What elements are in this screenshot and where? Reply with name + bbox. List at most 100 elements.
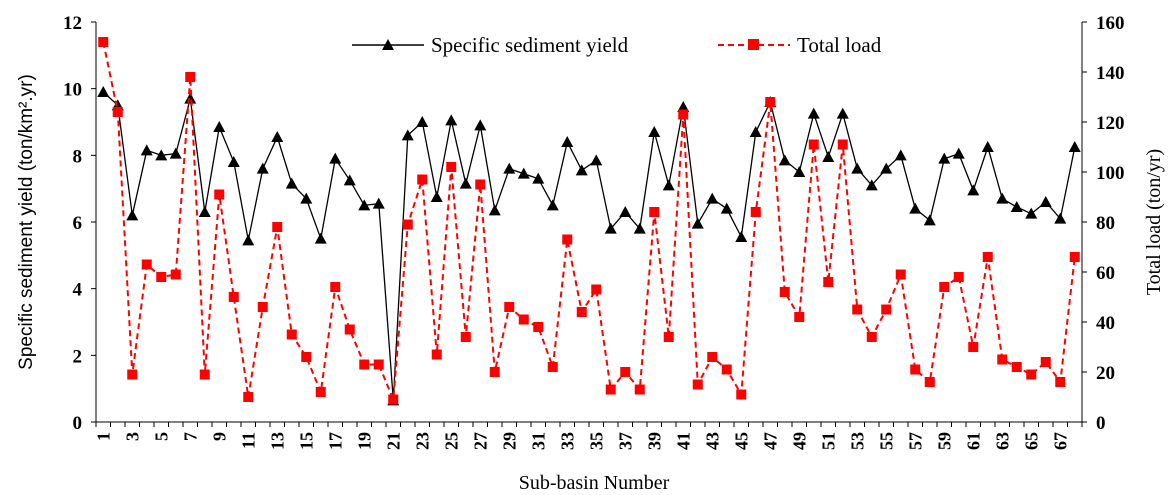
x-tick-label: 5 xyxy=(151,432,171,441)
legend-label-load: Total load xyxy=(797,33,882,57)
data-point-triangle xyxy=(155,149,168,161)
data-point-triangle xyxy=(169,147,182,159)
data-point-triangle xyxy=(285,177,298,189)
x-tick-label: 15 xyxy=(296,432,316,450)
data-point-square xyxy=(823,277,834,287)
data-point-triangle xyxy=(662,179,675,191)
data-point-triangle xyxy=(140,144,153,156)
data-point-square xyxy=(170,269,181,280)
right-tick-label: 60 xyxy=(1096,263,1115,284)
data-point-triangle xyxy=(546,199,559,211)
data-point-square xyxy=(576,307,587,317)
data-point-square xyxy=(562,234,573,245)
right-tick-label: 120 xyxy=(1096,113,1125,134)
data-point-square xyxy=(1069,252,1080,262)
x-tick-label: 19 xyxy=(354,432,374,450)
data-point-square xyxy=(315,387,326,397)
data-point-triangle xyxy=(590,154,603,166)
data-point-square xyxy=(692,379,703,390)
data-point-triangle xyxy=(952,147,965,159)
series-line xyxy=(102,91,1076,401)
data-point-square xyxy=(518,314,529,325)
x-axis-ticks: 1 3 5 7 9 11 13 15 17 19 21 23 25 27 29 31 33 35 37 39 41 43 4… xyxy=(93,422,1083,450)
data-point-triangle xyxy=(793,166,806,177)
data-point-triangle xyxy=(401,129,414,141)
data-point-square xyxy=(924,377,935,387)
data-point-square xyxy=(185,72,196,82)
left-axis-title: Specific sediment yield (ton/km².yr) xyxy=(16,74,37,370)
data-point-triangle xyxy=(735,231,748,242)
x-tick-label: 53 xyxy=(847,432,867,450)
left-axis-ticks: 0 2 4 6 8 10 12 xyxy=(63,13,96,434)
data-point-square xyxy=(214,189,225,200)
data-point-square xyxy=(721,364,732,375)
right-axis-title: Total load (ton/yr) xyxy=(1143,149,1165,295)
data-point-triangle xyxy=(532,172,545,184)
data-point-triangle xyxy=(227,156,240,167)
data-point-square xyxy=(286,329,297,340)
left-tick-label: 10 xyxy=(63,80,82,101)
right-tick-label: 100 xyxy=(1096,163,1125,184)
data-point-square xyxy=(272,222,283,232)
data-point-square xyxy=(127,369,138,380)
x-tick-label: 9 xyxy=(209,432,229,441)
x-tick-label: 31 xyxy=(528,432,548,450)
data-point-triangle xyxy=(213,121,226,132)
x-tick-label: 37 xyxy=(615,432,635,450)
data-point-square xyxy=(373,359,384,370)
data-point-square xyxy=(402,219,413,230)
data-point-square xyxy=(243,392,254,402)
data-point-square xyxy=(504,302,515,312)
data-point-triangle xyxy=(836,107,849,119)
data-point-triangle xyxy=(648,126,661,137)
data-point-triangle xyxy=(1025,207,1038,219)
x-tick-label: 51 xyxy=(818,432,838,450)
data-point-square xyxy=(475,179,486,190)
x-tick-label: 17 xyxy=(325,432,345,450)
data-point-triangle xyxy=(271,131,284,142)
x-tick-label: 61 xyxy=(963,432,983,450)
left-tick-label: 8 xyxy=(73,146,83,167)
data-point-square xyxy=(620,367,631,377)
data-point-square xyxy=(794,312,805,322)
data-point-square xyxy=(460,332,471,342)
data-point-triangle xyxy=(242,234,255,246)
data-point-square xyxy=(982,252,993,262)
x-tick-label: 55 xyxy=(876,432,896,450)
data-point-square xyxy=(330,282,341,292)
series-total-load xyxy=(98,37,1080,405)
series-specific-sediment-yield xyxy=(97,86,1081,406)
x-tick-label: 33 xyxy=(557,432,577,450)
x-tick-label: 67 xyxy=(1050,432,1070,450)
data-point-square xyxy=(1040,357,1051,367)
data-point-triangle xyxy=(778,154,791,166)
data-point-triangle xyxy=(894,149,907,161)
data-point-square xyxy=(112,107,123,117)
data-point-square xyxy=(866,332,877,342)
data-point-square xyxy=(779,287,790,297)
data-point-triangle xyxy=(923,214,936,226)
data-point-square xyxy=(1026,369,1037,380)
right-tick-label: 40 xyxy=(1096,313,1115,334)
data-point-square xyxy=(1055,377,1066,387)
data-point-square xyxy=(301,352,312,362)
data-point-triangle xyxy=(981,141,994,152)
data-point-triangle xyxy=(517,167,530,179)
data-point-triangle xyxy=(1010,201,1023,212)
data-point-triangle xyxy=(1068,141,1081,152)
data-point-square xyxy=(881,304,892,315)
data-point-square xyxy=(417,174,428,185)
data-point-square xyxy=(359,359,370,370)
data-point-triangle xyxy=(604,222,617,234)
data-point-square xyxy=(968,342,979,352)
data-point-square xyxy=(939,282,950,292)
data-point-square xyxy=(750,207,761,217)
x-tick-label: 35 xyxy=(586,432,606,450)
x-tick-label: 45 xyxy=(731,432,751,450)
x-tick-label: 65 xyxy=(1021,432,1041,450)
x-tick-label: 49 xyxy=(789,432,809,450)
data-point-triangle xyxy=(851,162,864,174)
data-point-square xyxy=(634,384,645,395)
data-point-square xyxy=(489,367,500,377)
